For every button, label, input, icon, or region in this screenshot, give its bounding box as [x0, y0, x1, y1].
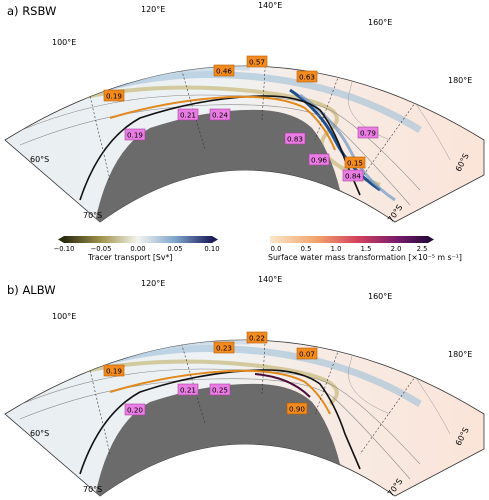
map-rsbw: 100°E 120°E 140°E 160°E 180°E 60°S 70°S … [4, 1, 485, 224]
lon-label: 100°E [52, 38, 76, 47]
colorbar-tick: 2.5 [417, 245, 428, 253]
lon-label: 100°E [52, 312, 76, 321]
value-box-magenta: 0.21 [177, 108, 199, 121]
lon-label: 180°E [448, 76, 472, 85]
svg-text:0.25: 0.25 [212, 386, 228, 395]
svg-text:0.84: 0.84 [345, 172, 361, 181]
value-box-magenta: 0.83 [284, 132, 306, 145]
value-box-orange: 0.22 [246, 331, 268, 344]
colorbar-tick: 2.0 [391, 245, 402, 253]
svg-text:0.24: 0.24 [212, 111, 228, 120]
colorbar-tick: 0.0 [271, 245, 282, 253]
svg-text:0.20: 0.20 [127, 406, 143, 415]
svg-text:0.96: 0.96 [311, 156, 327, 165]
svg-text:0.07: 0.07 [299, 350, 315, 359]
lon-label: 160°E [368, 18, 392, 27]
value-box-orange: 0.19 [103, 89, 125, 102]
svg-text:0.57: 0.57 [249, 58, 265, 67]
panel-rsbw: a) RSBW [0, 0, 489, 232]
panel-title: a) RSBW [7, 4, 57, 18]
colorbar-tick: 0.05 [167, 245, 182, 253]
colorbar-tick: 1.0 [331, 245, 342, 253]
svg-text:0.19: 0.19 [106, 367, 122, 376]
value-box-magenta: 0.96 [308, 153, 330, 166]
svg-text:0.23: 0.23 [216, 344, 232, 353]
value-box-magenta: 0.24 [209, 108, 231, 121]
value-box-orange: 0.90 [286, 402, 308, 415]
svg-text:0.90: 0.90 [289, 405, 305, 414]
value-box-orange: 0.57 [246, 55, 268, 68]
value-box-orange: 0.23 [213, 341, 235, 354]
panel-title: b) ALBW [7, 283, 56, 297]
lon-label: 140°E [258, 275, 282, 284]
value-box-magenta: 0.20 [124, 403, 146, 416]
colorbar-tick: −0.10 [54, 245, 75, 253]
lat-label: 60°S [30, 429, 49, 438]
colorbar-transport: −0.10 −0.05 0.00 0.05 0.10 Tracer transp… [54, 236, 220, 262]
svg-text:0.21: 0.21 [180, 111, 196, 120]
svg-text:0.63: 0.63 [299, 73, 315, 82]
lat-label: 60°S [30, 155, 49, 164]
value-box-orange: 0.63 [296, 70, 318, 83]
value-box-magenta: 0.25 [209, 383, 231, 396]
colorbar-tick: 0.5 [301, 245, 312, 253]
svg-text:0.19: 0.19 [106, 92, 122, 101]
value-box-orange: 0.46 [213, 64, 235, 77]
lon-label: 140°E [258, 1, 282, 10]
map-albw: 100°E 120°E 140°E 160°E 180°E 60°S 70°S … [4, 275, 485, 498]
panel-albw: b) ALBW [0, 262, 489, 500]
svg-text:0.79: 0.79 [360, 129, 376, 138]
svg-text:0.22: 0.22 [249, 334, 265, 343]
value-box-magenta: 0.79 [357, 126, 379, 139]
lon-label: 180°E [448, 350, 472, 359]
value-box-orange: 0.15 [344, 156, 366, 169]
svg-text:0.19: 0.19 [127, 131, 143, 140]
value-box-magenta: 0.19 [124, 128, 146, 141]
lon-label: 160°E [368, 292, 392, 301]
svg-text:0.21: 0.21 [180, 386, 196, 395]
value-box-orange: 0.19 [103, 364, 125, 377]
colorbar-tick: 0.10 [204, 245, 219, 253]
svg-text:0.46: 0.46 [216, 67, 232, 76]
colorbar-label: Surface water mass transformation [×10⁻⁵… [268, 253, 462, 262]
value-box-orange: 0.07 [296, 347, 318, 360]
lat-label: 70°S [83, 485, 102, 494]
svg-text:0.83: 0.83 [287, 135, 303, 144]
lon-label: 120°E [141, 5, 165, 14]
colorbar-tick: 1.5 [361, 245, 372, 253]
lon-label: 120°E [141, 279, 165, 288]
lat-label: 70°S [83, 211, 102, 220]
colorbar-tick: −0.05 [91, 245, 112, 253]
colorbar-label: Tracer transport [Sv*] [88, 253, 173, 262]
value-box-magenta: 0.21 [177, 383, 199, 396]
svg-text:0.15: 0.15 [347, 159, 363, 168]
colorbar-wmt: 0.0 0.5 1.0 1.5 2.0 2.5 Surface water ma… [268, 236, 462, 262]
value-box-magenta: 0.84 [342, 169, 364, 182]
colorbar-tick: 0.00 [130, 245, 145, 253]
